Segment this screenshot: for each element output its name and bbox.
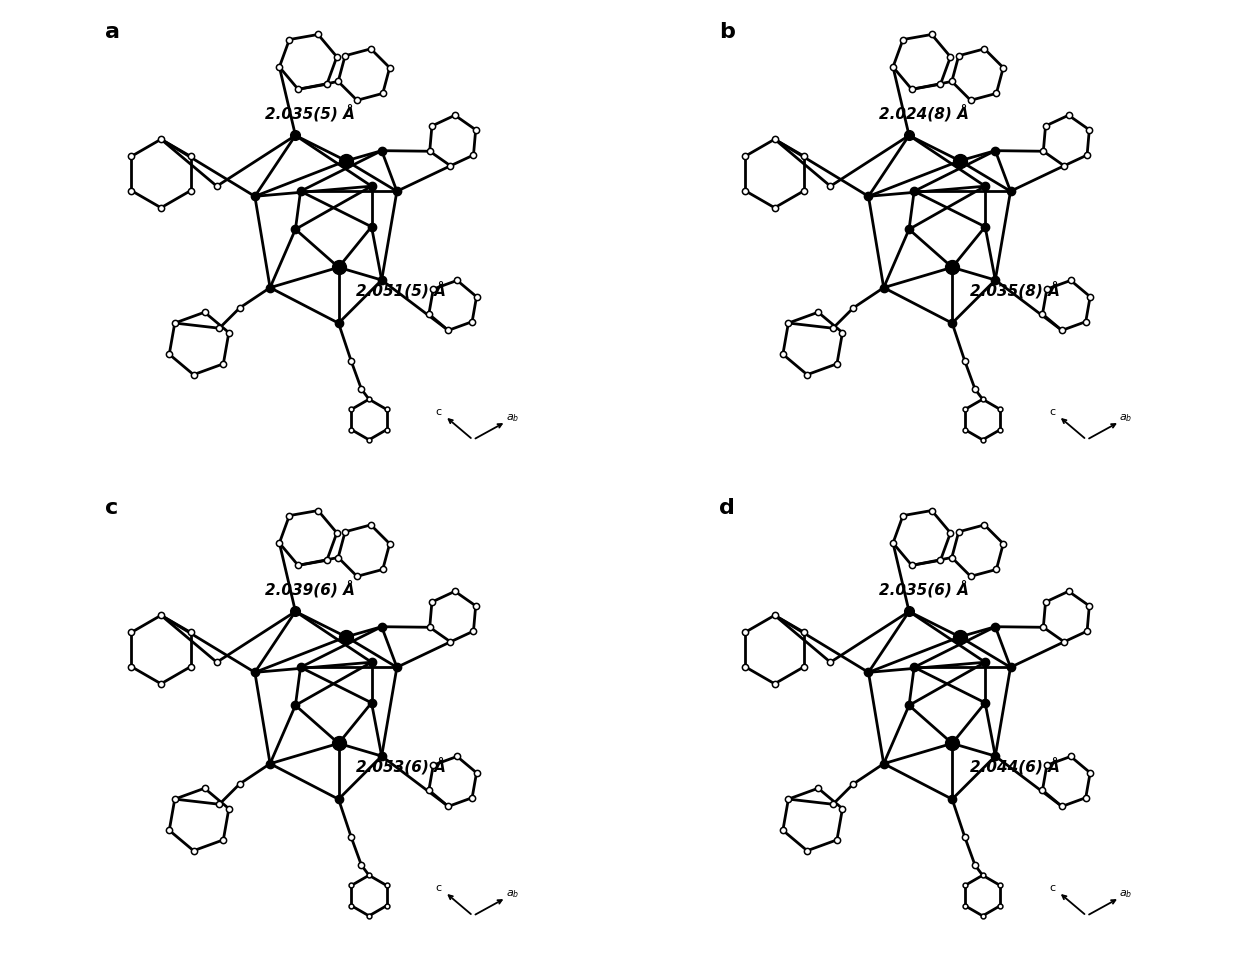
Text: c: c <box>435 882 441 892</box>
Text: 2.024(8) Å: 2.024(8) Å <box>879 104 968 121</box>
Text: $a_b$: $a_b$ <box>1120 411 1133 423</box>
Text: $a_b$: $a_b$ <box>1120 887 1133 899</box>
Text: a: a <box>105 22 120 42</box>
Text: 2.035(8) Å: 2.035(8) Å <box>970 281 1060 298</box>
Text: $a_b$: $a_b$ <box>506 411 520 423</box>
Text: 2.053(6) Å: 2.053(6) Å <box>356 756 446 774</box>
Text: 2.051(5) Å: 2.051(5) Å <box>356 281 446 298</box>
Text: b: b <box>719 22 734 42</box>
Text: d: d <box>719 498 734 518</box>
Text: 2.035(5) Å: 2.035(5) Å <box>265 104 355 121</box>
Text: $a_b$: $a_b$ <box>506 887 520 899</box>
Text: 2.035(6) Å: 2.035(6) Å <box>879 579 968 597</box>
Text: 2.039(6) Å: 2.039(6) Å <box>265 579 355 597</box>
Text: 2.044(6) Å: 2.044(6) Å <box>970 756 1060 774</box>
Text: c: c <box>1049 882 1055 892</box>
Text: c: c <box>105 498 119 518</box>
Text: c: c <box>1049 407 1055 416</box>
Text: c: c <box>435 407 441 416</box>
